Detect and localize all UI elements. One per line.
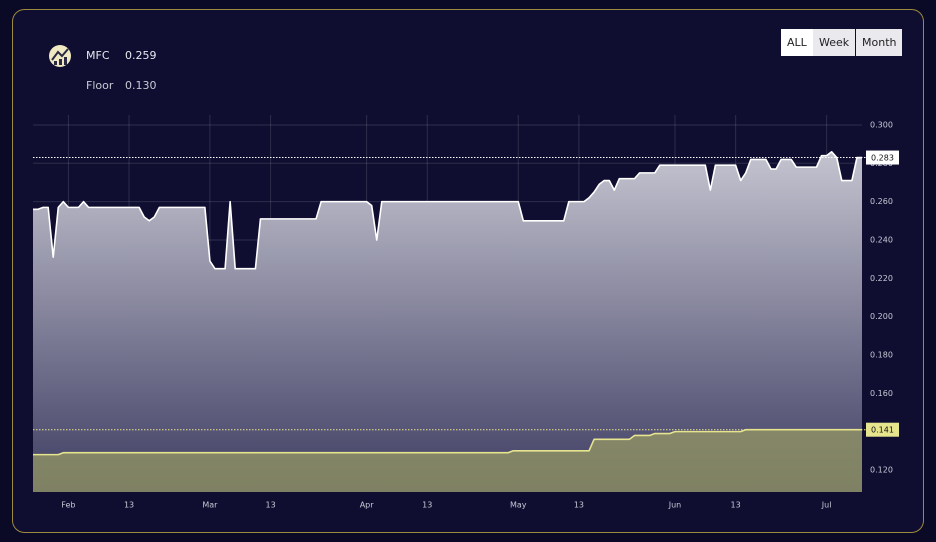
x-tick-label: 13: [731, 501, 741, 510]
last-value-tag: [866, 422, 899, 437]
last-value-tag: [866, 150, 899, 165]
y-tick-label: 0.180: [870, 350, 893, 359]
range-button[interactable]: Week: [813, 29, 856, 56]
range-button[interactable]: ALL: [781, 29, 813, 56]
series-line: [33, 428, 862, 456]
x-tick-label: Mar: [202, 501, 218, 510]
legend-name: MFC: [86, 49, 110, 62]
legend-value: 0.259: [125, 49, 157, 62]
legend-value: 0.130: [125, 79, 157, 92]
logo: [49, 45, 71, 67]
y-tick-label: 0.220: [870, 274, 893, 283]
range-button[interactable]: Month: [856, 29, 903, 56]
area-fill: [33, 151, 862, 493]
y-tick-label: 0.200: [870, 312, 893, 321]
x-tick-label: Jul: [821, 501, 832, 510]
y-tick-label: 0.300: [870, 120, 893, 129]
x-tick-label: 13: [422, 501, 432, 510]
x-tick-label: Jun: [668, 501, 682, 510]
y-tick-label: 0.120: [870, 465, 893, 474]
x-tick-label: 13: [265, 501, 275, 510]
x-tick-label: 13: [574, 501, 584, 510]
area-fill: [33, 429, 862, 492]
y-tick-label: 0.260: [870, 197, 893, 206]
x-tick-label: Apr: [360, 501, 375, 510]
series-line: [33, 151, 862, 270]
x-tick-label: 13: [124, 501, 134, 510]
legend-name: Floor: [86, 79, 114, 92]
x-tick-label: May: [510, 501, 527, 510]
x-tick-label: Feb: [61, 501, 75, 510]
last-value-label: 0.141: [871, 426, 894, 435]
last-value-label: 0.283: [871, 154, 894, 163]
y-tick-label: 0.160: [870, 389, 893, 398]
y-tick-label: 0.240: [870, 235, 893, 244]
